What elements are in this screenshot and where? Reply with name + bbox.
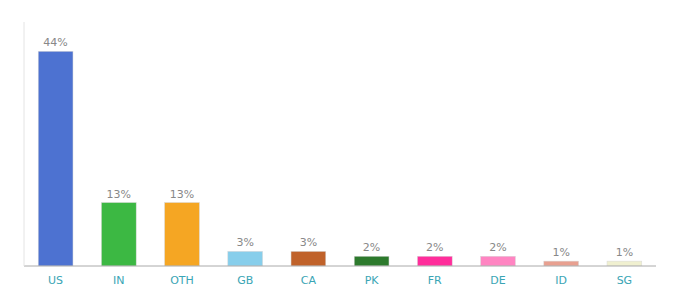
data-label: 3% — [236, 236, 253, 249]
x-tick-label: FR — [428, 274, 442, 287]
bar — [607, 261, 642, 266]
x-tick-label: DE — [490, 274, 505, 287]
bar — [417, 256, 452, 266]
x-tick-labels: US IN OTH GB CA PK FR DE ID SG — [48, 274, 632, 287]
data-label: 1% — [552, 246, 569, 259]
x-axis-line — [24, 266, 656, 267]
data-label: 3% — [300, 236, 317, 249]
chart-svg: 44% 13% 13% 3% 3% 2% 2% 2% 1% 1% US IN OTH GB CA PK FR DE… — [0, 0, 680, 300]
x-tick-label: OTH — [170, 274, 194, 287]
bars — [38, 51, 642, 266]
x-tick-label: PK — [365, 274, 380, 287]
x-tick-label: SG — [617, 274, 633, 287]
x-tick-label: ID — [555, 274, 567, 287]
x-tick-label: GB — [237, 274, 253, 287]
bar — [481, 256, 516, 266]
y-axis-line — [24, 22, 25, 266]
data-label: 1% — [616, 246, 633, 259]
x-tick-label: IN — [113, 274, 124, 287]
x-tick-label: CA — [301, 274, 317, 287]
data-label: 2% — [363, 241, 380, 254]
bar — [101, 203, 136, 266]
bar — [38, 51, 73, 266]
bar — [544, 261, 579, 266]
x-tick-label: US — [48, 274, 63, 287]
data-label: 13% — [170, 188, 194, 201]
bar — [228, 251, 263, 266]
data-label: 44% — [43, 36, 67, 49]
bar — [291, 251, 326, 266]
chart-container: 44% 13% 13% 3% 3% 2% 2% 2% 1% 1% US IN OTH GB CA PK FR DE… — [0, 0, 680, 300]
data-label: 13% — [107, 188, 131, 201]
data-label: 2% — [489, 241, 506, 254]
bar — [354, 256, 389, 266]
bar — [165, 203, 200, 266]
data-labels: 44% 13% 13% 3% 3% 2% 2% 2% 1% 1% — [43, 36, 633, 259]
data-label: 2% — [426, 241, 443, 254]
